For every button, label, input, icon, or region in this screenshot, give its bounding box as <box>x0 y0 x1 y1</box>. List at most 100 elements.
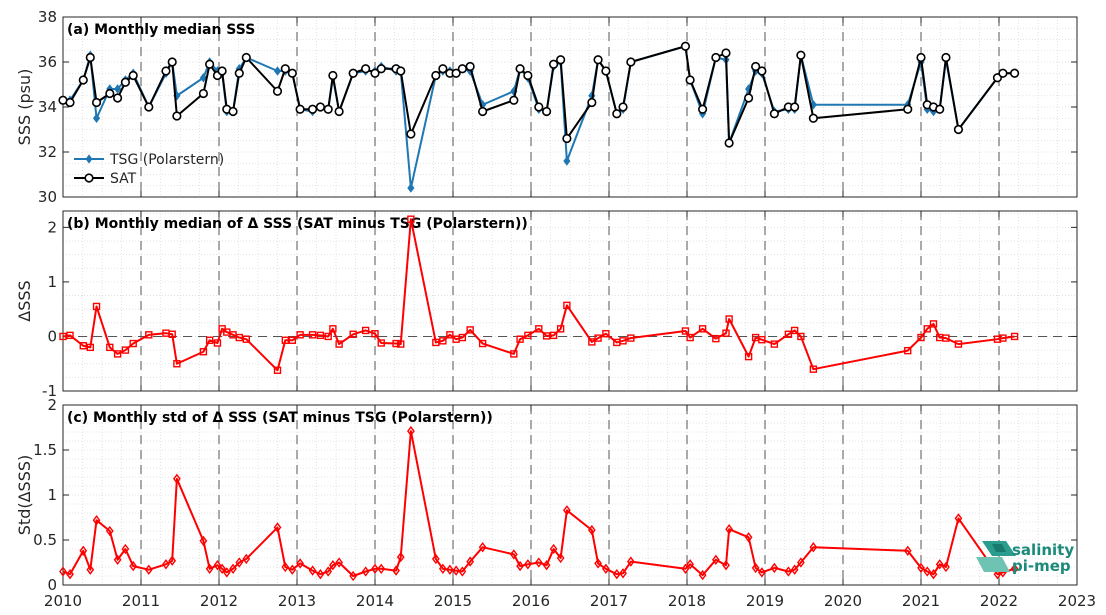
data-point <box>466 326 474 334</box>
data-point <box>361 64 371 74</box>
data-point <box>431 553 440 565</box>
data-point <box>451 68 461 78</box>
data-point <box>697 104 708 114</box>
data-point <box>549 59 559 69</box>
data-point <box>626 57 636 67</box>
data-point <box>587 97 597 108</box>
data-point <box>228 106 238 117</box>
data-point <box>316 331 325 340</box>
data-point <box>112 93 123 103</box>
data-point <box>78 75 88 85</box>
series-2 <box>58 41 1020 148</box>
data-point <box>431 70 441 81</box>
data-point <box>121 543 130 555</box>
data-point <box>797 332 805 341</box>
data-point <box>295 104 305 114</box>
data-point <box>222 567 231 578</box>
x-tick-label: 2012 <box>200 592 238 610</box>
data-point <box>114 84 122 94</box>
data-point <box>91 97 102 108</box>
series-line <box>62 430 1015 577</box>
data-point <box>588 338 596 346</box>
legend: TSG (Polarstern) SAT <box>74 152 224 187</box>
data-point <box>198 88 208 99</box>
data-point <box>516 560 524 572</box>
data-point <box>288 564 297 575</box>
data-point <box>407 425 415 437</box>
data-point <box>446 564 454 575</box>
data-point <box>563 156 571 166</box>
data-point <box>942 334 950 342</box>
data-point <box>361 326 370 335</box>
data-point <box>406 129 416 139</box>
data-point <box>128 70 138 81</box>
data-point <box>144 102 154 112</box>
panels-layer: 30 32 34 36 38 SSS (psu) (a) Monthly median SS… <box>15 8 1096 610</box>
data-point <box>377 339 385 347</box>
data-point <box>1009 68 1020 78</box>
data-point <box>790 326 799 335</box>
data-point <box>627 334 635 342</box>
data-point <box>145 331 153 339</box>
data-point <box>173 360 181 368</box>
series-1 <box>59 425 1019 582</box>
data-point <box>315 102 326 112</box>
series-1 <box>59 215 1019 374</box>
data-point <box>66 569 74 580</box>
data-point <box>556 552 565 564</box>
data-point <box>105 525 114 537</box>
data-point <box>129 339 137 348</box>
data-point <box>524 559 532 570</box>
data-point <box>711 52 721 63</box>
data-point <box>619 337 627 345</box>
data-point <box>370 68 380 78</box>
data-point <box>173 473 181 484</box>
data-point <box>335 557 343 568</box>
data-point <box>523 70 533 81</box>
data-point <box>790 102 800 112</box>
data-point <box>273 522 282 533</box>
data-point <box>998 68 1008 78</box>
x-tick-label: 2013 <box>278 592 316 610</box>
data-point <box>549 543 558 555</box>
y-axis-title: Std(ΔSSS) <box>15 455 34 535</box>
data-point <box>758 567 766 578</box>
x-tick-label: 2011 <box>122 592 160 610</box>
data-point <box>601 66 611 76</box>
x-tick-label: 2023 <box>1058 592 1096 610</box>
data-point <box>349 570 358 582</box>
panel-2: -1 0 1 2 ΔSSS (b) Monthly median of Δ SSS (SA… <box>15 210 1078 400</box>
data-point <box>929 320 938 328</box>
data-point <box>751 562 760 574</box>
data-point <box>542 332 551 340</box>
data-point <box>397 340 405 348</box>
data-point <box>954 513 963 524</box>
data-point <box>323 104 333 114</box>
data-point <box>509 549 518 560</box>
data-point <box>917 333 925 342</box>
data-point <box>273 366 282 374</box>
data-point <box>809 542 818 553</box>
data-point <box>563 301 571 310</box>
data-point <box>999 334 1007 342</box>
data-point <box>725 315 733 323</box>
data-point <box>722 329 730 337</box>
data-point <box>168 330 176 338</box>
y-tick-label: 1 <box>47 273 57 291</box>
x-tick-label: 2018 <box>668 592 706 610</box>
data-point <box>681 327 690 335</box>
data-point <box>376 64 386 74</box>
data-point <box>308 565 317 576</box>
data-point <box>335 340 343 348</box>
data-point <box>809 365 818 373</box>
data-point <box>541 106 552 117</box>
x-tick-label: 2015 <box>434 592 472 610</box>
data-point <box>954 340 963 348</box>
data-point <box>199 535 208 547</box>
data-point <box>242 553 251 565</box>
data-point <box>242 335 251 343</box>
data-point <box>563 505 571 516</box>
data-point <box>439 337 447 345</box>
panel-title: (a) Monthly median SSS <box>67 22 255 38</box>
